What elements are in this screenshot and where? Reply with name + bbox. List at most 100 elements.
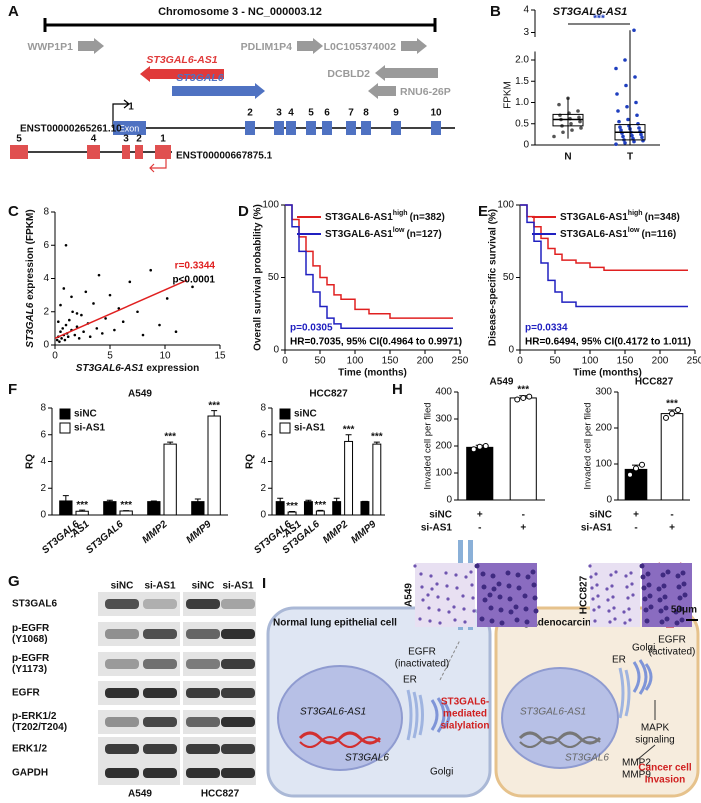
cell-stain <box>631 593 635 597</box>
exon <box>155 145 171 159</box>
condition-mark: + <box>633 510 639 521</box>
cell-line-label: A549 <box>128 789 152 800</box>
er-label: ER <box>612 655 626 666</box>
data-point <box>621 134 625 139</box>
legend-count: (n=116) <box>641 229 676 240</box>
error-bar <box>373 441 380 445</box>
y-axis-label: RQ <box>25 454 36 469</box>
bar <box>360 501 370 516</box>
protein-label: p-ERK1/2 <box>12 711 57 722</box>
blot-band <box>221 744 255 754</box>
protein-label: p-EGFR <box>12 653 50 664</box>
x-tick-label: MMP9 <box>349 519 379 546</box>
cell-stain <box>531 582 537 588</box>
cell-stain <box>595 583 599 587</box>
cell-stain <box>480 571 486 577</box>
blot-band <box>186 717 220 727</box>
mmp-label: MMP9 <box>622 770 651 781</box>
cell-stain <box>682 592 688 598</box>
x-tick-label: 0 <box>282 356 288 367</box>
cell-stain <box>610 584 614 588</box>
gene-arrow <box>172 83 265 99</box>
significance: *** <box>76 500 88 511</box>
data-point <box>476 443 483 450</box>
cell-stain <box>435 582 439 586</box>
y-tick-label: 300 <box>435 414 452 425</box>
cell-stain <box>660 572 666 578</box>
gene-label: ST3GAL6 <box>565 753 609 764</box>
data-point <box>619 128 623 132</box>
cell-stain <box>673 609 679 615</box>
condition-mark: + <box>669 523 675 534</box>
gene-label: ST3GAL6 <box>345 753 389 764</box>
panel-label: G <box>8 573 20 590</box>
er <box>406 689 424 741</box>
axis-label-part: ST3GAL6-AS1 <box>76 363 144 374</box>
fit-line <box>54 279 188 340</box>
cell-stain <box>452 605 456 609</box>
blot-band <box>221 768 255 778</box>
bar <box>275 501 285 516</box>
blot-band <box>221 688 255 698</box>
golgi-label: Golgi <box>632 643 655 654</box>
x-tick-label: 100 <box>582 356 599 367</box>
annotation: p=0.0334 <box>525 323 568 334</box>
cell-stain <box>421 598 425 602</box>
data-point <box>614 142 618 146</box>
x-tick-label: 100 <box>347 356 364 367</box>
exon <box>87 145 100 159</box>
lane-label: siNC <box>192 581 215 592</box>
significance: *** <box>314 500 326 511</box>
cell-stain <box>647 593 653 599</box>
cell-stain <box>437 608 441 612</box>
y-tick-label: 6 <box>260 429 266 440</box>
cell-stain <box>479 616 485 622</box>
survival-curve <box>520 204 688 308</box>
legend-entry: siNC <box>294 409 317 420</box>
y-tick-label: 300 <box>595 387 612 398</box>
annotation: p=0.0305 <box>290 323 333 334</box>
chart-title: A549 <box>128 389 152 400</box>
cell-stain <box>525 574 531 580</box>
cell-stain <box>533 608 539 614</box>
cell-stain <box>430 587 434 591</box>
legend-name: ST3GAL6-AS1 <box>560 229 628 240</box>
condition-mark: - <box>478 523 481 534</box>
cell-stain <box>658 608 664 614</box>
blot-band <box>186 688 220 698</box>
cell-stain <box>589 575 593 579</box>
data-point <box>158 323 161 327</box>
blot-band <box>105 717 139 727</box>
axis-label-part: ST3GAL6 <box>25 302 36 347</box>
annotation: HR=0.7035, 95% CI(0.4964 to 0.9971) <box>290 337 462 348</box>
data-point <box>59 330 62 334</box>
y-axis-label: Invaded cell per filed <box>583 402 594 489</box>
blot-band <box>221 599 255 609</box>
cell-stain <box>506 583 512 589</box>
data-point <box>639 132 643 137</box>
blot-band <box>143 768 177 778</box>
y-tick-label: 100 <box>595 459 612 470</box>
gene-label: L0C105374002 <box>324 41 397 53</box>
cell-stain <box>428 619 432 623</box>
cell-stain <box>464 575 468 579</box>
y-tick-label: 1.5 <box>515 76 529 87</box>
significance: *** <box>593 14 605 25</box>
mmp-label: MMP2 <box>622 758 651 769</box>
data-point <box>73 333 77 337</box>
mapk-label: signaling <box>635 735 674 746</box>
cell-stain <box>624 574 628 578</box>
y-tick-label: 8 <box>43 207 49 218</box>
data-point <box>92 302 95 305</box>
legend-count: (n=127) <box>406 229 441 240</box>
cell-stain <box>664 616 670 622</box>
data-point <box>618 125 622 129</box>
data-point <box>60 337 63 340</box>
significance: *** <box>120 500 132 511</box>
cell-stain <box>482 597 488 603</box>
data-point <box>59 303 62 307</box>
y-tick-label: 0 <box>40 510 46 521</box>
protein-label: GAPDH <box>12 768 48 779</box>
exon-number: 2 <box>247 108 253 119</box>
